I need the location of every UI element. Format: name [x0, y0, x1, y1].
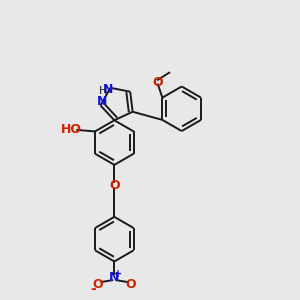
Text: HO: HO	[61, 123, 82, 136]
Text: N: N	[103, 83, 113, 96]
Text: H: H	[98, 86, 107, 96]
Text: +: +	[114, 269, 122, 279]
Text: N: N	[109, 271, 119, 284]
Text: O: O	[153, 76, 163, 89]
Text: O: O	[93, 278, 103, 291]
Text: -: -	[90, 281, 96, 296]
Text: O: O	[109, 178, 120, 192]
Text: O: O	[125, 278, 136, 291]
Text: N: N	[97, 95, 107, 108]
